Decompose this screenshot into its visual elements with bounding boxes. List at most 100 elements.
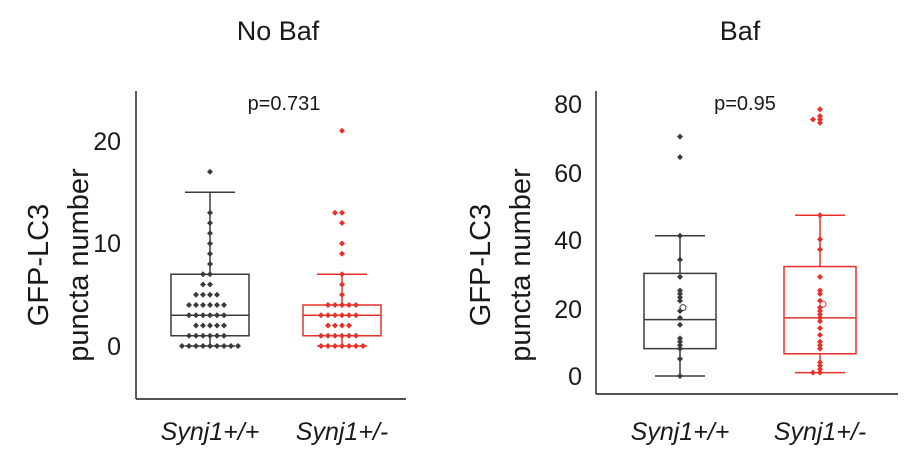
data-point — [817, 287, 823, 294]
data-point — [339, 291, 345, 298]
x-category-label: Synj1+/+ — [631, 418, 730, 446]
data-point — [677, 342, 683, 349]
y-ticks: 0 10 20 — [93, 128, 121, 361]
data-point — [339, 312, 345, 319]
x-category-label: Synj1+/- — [774, 418, 866, 446]
data-point — [817, 106, 823, 113]
data-point — [817, 314, 823, 321]
data-point — [221, 322, 227, 329]
data-point — [325, 343, 331, 349]
data-point — [207, 240, 213, 247]
data-point — [214, 343, 220, 349]
data-point — [339, 250, 345, 257]
data-point — [325, 312, 331, 319]
data-point — [817, 236, 823, 243]
data-point — [200, 343, 206, 349]
data-point — [677, 308, 683, 315]
data-point — [332, 209, 338, 216]
data-point — [677, 273, 683, 280]
data-point — [817, 119, 823, 126]
data-point — [677, 321, 683, 328]
y-tick-label: 40 — [554, 227, 582, 255]
data-point — [817, 345, 823, 352]
data-point — [214, 332, 220, 339]
data-point — [221, 302, 227, 308]
data-point — [207, 281, 213, 288]
data-point — [817, 290, 823, 297]
data-point — [677, 294, 683, 301]
data-point — [810, 369, 816, 376]
iqr-box — [302, 304, 382, 337]
y-tick-label: 20 — [93, 128, 121, 156]
mean-marker — [819, 300, 827, 308]
mean-marker — [679, 304, 687, 312]
data-point — [346, 312, 352, 319]
data-point — [214, 312, 220, 319]
x-categories: Synj1+/+ Synj1+/- — [161, 418, 389, 446]
data-point — [817, 338, 823, 345]
data-point — [193, 291, 199, 298]
data-point — [325, 332, 331, 339]
data-point — [207, 168, 213, 175]
data-point — [677, 373, 683, 379]
data-point — [677, 256, 683, 263]
data-point — [817, 304, 823, 311]
plot-area — [170, 127, 382, 349]
data-point — [214, 291, 220, 298]
data-point — [200, 322, 206, 329]
data-point — [346, 343, 352, 349]
data-point — [677, 345, 683, 352]
data-point — [332, 322, 338, 329]
data-point — [318, 312, 324, 319]
data-point — [817, 116, 823, 123]
data-point — [200, 281, 206, 288]
data-point — [339, 332, 345, 339]
data-point — [353, 312, 359, 319]
data-point — [677, 133, 683, 140]
data-point — [332, 312, 338, 319]
data-point — [817, 318, 823, 325]
data-point — [186, 332, 192, 339]
data-point — [235, 343, 241, 349]
data-point — [346, 302, 352, 308]
data-point — [353, 332, 359, 339]
y-tick-label: 10 — [93, 230, 121, 258]
data-point — [221, 312, 227, 319]
data-point — [179, 343, 185, 349]
panel-no-baf: No Baf GFP-LC3 puncta number p=0.731 0 1… — [23, 16, 406, 446]
y-tick-label: 20 — [554, 296, 582, 324]
data-point — [677, 287, 683, 294]
panel-title: Baf — [720, 16, 761, 46]
y-axis-label-line1: GFP-LC3 — [23, 204, 55, 326]
data-point — [207, 209, 213, 216]
plot-area — [643, 106, 857, 379]
data-point — [193, 343, 199, 349]
data-point — [325, 322, 331, 329]
panel-title: No Baf — [237, 16, 320, 46]
data-point — [193, 302, 199, 308]
data-point — [677, 290, 683, 297]
data-point — [207, 302, 213, 308]
data-point — [817, 342, 823, 349]
data-point — [186, 302, 192, 308]
data-point — [200, 332, 206, 339]
data-point — [817, 325, 823, 332]
data-point — [817, 297, 823, 304]
data-point — [193, 322, 199, 329]
y-axis-label-line2: puncta number — [63, 168, 95, 362]
data-point — [346, 332, 352, 339]
data-point — [677, 314, 683, 321]
data-point — [214, 302, 220, 308]
x-categories: Synj1+/+ Synj1+/- — [631, 418, 867, 446]
y-tick-label: 80 — [554, 91, 582, 119]
data-point — [677, 297, 683, 304]
data-point — [817, 359, 823, 366]
data-point — [339, 271, 345, 278]
data-point — [200, 271, 206, 278]
data-point — [228, 343, 234, 349]
y-tick-label: 60 — [554, 160, 582, 188]
data-point — [817, 212, 823, 219]
data-point — [339, 281, 345, 288]
data-point — [207, 291, 213, 298]
data-point — [339, 343, 345, 349]
